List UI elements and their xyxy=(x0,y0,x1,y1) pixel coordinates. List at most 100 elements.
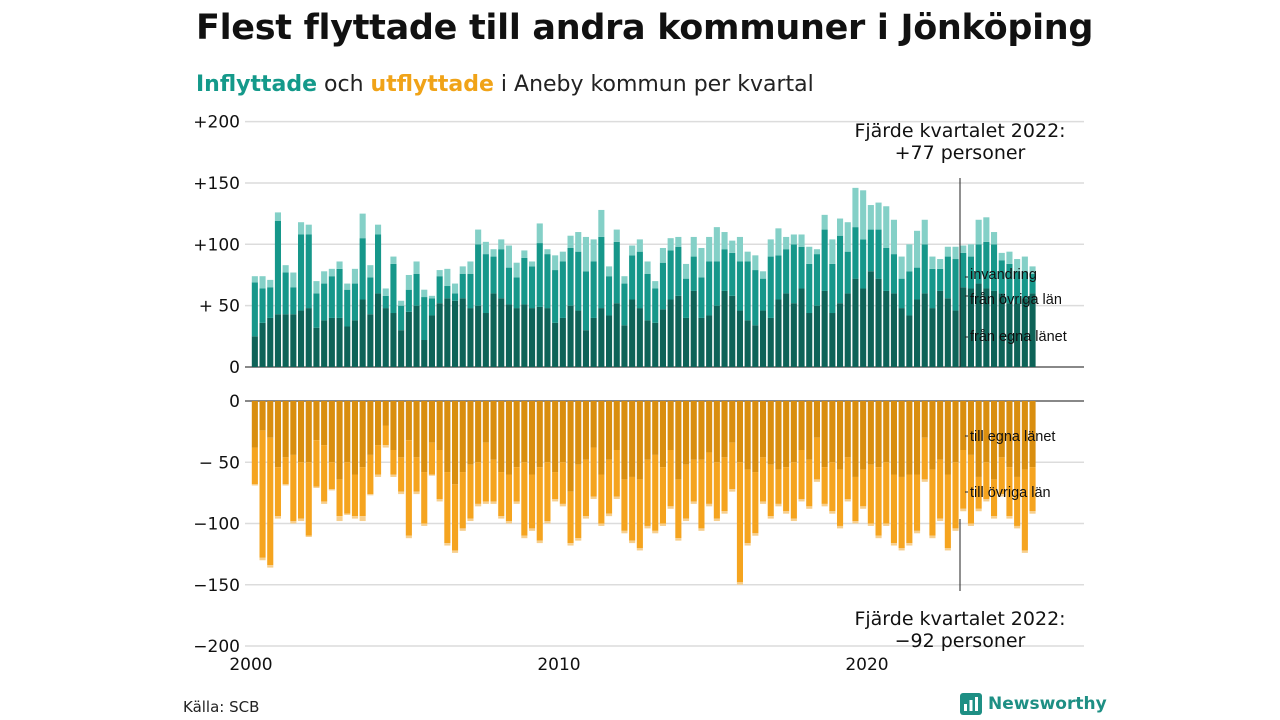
bar-outflow-1 xyxy=(413,457,420,492)
bar-inflow-1 xyxy=(875,229,882,279)
bar-inflow-0 xyxy=(598,308,605,367)
bar-inflow-1 xyxy=(921,244,928,294)
bar-inflow-0 xyxy=(629,299,636,367)
bar-inflow-0 xyxy=(659,309,666,367)
bar-outflow-2 xyxy=(444,543,451,546)
bar-inflow-1 xyxy=(259,288,266,323)
bar-inflow-2 xyxy=(760,271,767,279)
bar-outflow-1 xyxy=(844,457,851,499)
bar-inflow-2 xyxy=(613,229,620,242)
y-tick-label-bottom: 0 xyxy=(229,392,240,412)
bar-outflow-0 xyxy=(513,401,520,468)
bar-outflow-2 xyxy=(837,525,844,529)
bar-inflow-0 xyxy=(960,287,967,367)
legend-outflow-label: till övriga län xyxy=(970,485,1051,501)
bar-outflow-1 xyxy=(829,462,836,512)
annotation-bottom-line2: −92 personer xyxy=(895,630,1026,652)
bar-inflow-1 xyxy=(1006,263,1013,304)
bar-outflow-0 xyxy=(351,401,358,475)
bar-outflow-0 xyxy=(536,401,543,468)
bar-inflow-1 xyxy=(852,227,859,279)
bar-outflow-2 xyxy=(575,538,582,541)
bar-inflow-1 xyxy=(359,238,366,300)
bar-outflow-1 xyxy=(336,479,343,517)
bar-outflow-1 xyxy=(606,459,613,514)
bar-outflow-0 xyxy=(621,401,628,480)
bar-outflow-1 xyxy=(975,476,982,509)
bar-outflow-2 xyxy=(351,516,358,519)
bar-inflow-0 xyxy=(267,317,274,367)
bar-outflow-0 xyxy=(567,401,574,492)
bar-outflow-1 xyxy=(644,459,651,526)
bar-inflow-2 xyxy=(398,300,405,306)
bar-outflow-0 xyxy=(290,401,297,455)
bar-inflow-0 xyxy=(790,303,797,367)
bar-outflow-1 xyxy=(636,479,643,548)
bar-inflow-0 xyxy=(1006,303,1013,367)
bar-inflow-1 xyxy=(798,246,805,289)
bar-inflow-0 xyxy=(328,317,335,367)
bar-outflow-1 xyxy=(1029,467,1036,512)
bar-outflow-2 xyxy=(459,528,466,531)
bar-inflow-0 xyxy=(498,298,505,367)
bar-inflow-2 xyxy=(960,245,967,253)
bar-outflow-2 xyxy=(382,445,389,448)
bar-inflow-2 xyxy=(952,246,959,260)
bar-outflow-2 xyxy=(282,484,289,486)
bar-outflow-2 xyxy=(844,499,851,502)
bar-outflow-2 xyxy=(375,474,382,477)
bar-inflow-0 xyxy=(544,308,551,367)
bar-outflow-1 xyxy=(529,474,536,529)
bar-inflow-0 xyxy=(875,278,882,367)
bar-outflow-1 xyxy=(721,457,728,512)
bar-inflow-1 xyxy=(914,267,921,300)
bar-inflow-2 xyxy=(382,288,389,296)
bar-outflow-0 xyxy=(721,401,728,458)
bar-inflow-0 xyxy=(1014,303,1021,367)
bar-inflow-2 xyxy=(621,276,628,284)
bar-inflow-1 xyxy=(837,235,844,304)
bar-inflow-1 xyxy=(351,283,358,321)
bar-outflow-2 xyxy=(690,501,697,504)
bar-outflow-1 xyxy=(282,457,289,485)
bar-inflow-2 xyxy=(444,268,451,287)
bar-inflow-2 xyxy=(505,245,512,268)
bar-inflow-2 xyxy=(929,256,936,269)
bar-inflow-2 xyxy=(559,251,566,262)
bar-inflow-0 xyxy=(644,320,651,367)
bar-inflow-0 xyxy=(482,313,489,367)
bar-outflow-2 xyxy=(559,503,566,507)
bar-inflow-1 xyxy=(405,289,412,312)
bar-outflow-0 xyxy=(983,401,990,463)
bar-outflow-1 xyxy=(991,479,998,517)
bar-outflow-2 xyxy=(359,516,366,522)
bar-inflow-2 xyxy=(629,245,636,256)
bar-inflow-1 xyxy=(313,293,320,328)
bar-inflow-2 xyxy=(1014,259,1021,272)
bar-outflow-2 xyxy=(482,501,489,504)
bar-inflow-0 xyxy=(467,308,474,367)
bar-inflow-2 xyxy=(251,276,258,283)
bar-outflow-0 xyxy=(829,401,836,463)
bar-outflow-0 xyxy=(1014,401,1021,477)
y-tick-label-bottom: −100 xyxy=(193,515,240,535)
bar-inflow-1 xyxy=(251,282,258,337)
bar-inflow-2 xyxy=(259,276,266,289)
bar-inflow-0 xyxy=(783,293,790,367)
bar-outflow-2 xyxy=(906,543,913,546)
bar-inflow-0 xyxy=(991,290,998,367)
bar-inflow-0 xyxy=(413,305,420,367)
bar-inflow-0 xyxy=(552,322,559,367)
bar-inflow-2 xyxy=(983,217,990,242)
bar-inflow-1 xyxy=(867,229,874,272)
bar-outflow-2 xyxy=(1014,525,1021,529)
bar-outflow-1 xyxy=(790,462,797,519)
bar-inflow-2 xyxy=(529,261,536,267)
bar-inflow-0 xyxy=(721,290,728,367)
bar-inflow-1 xyxy=(336,268,343,318)
bar-outflow-2 xyxy=(336,516,343,522)
bar-outflow-1 xyxy=(475,462,482,504)
bar-inflow-0 xyxy=(744,320,751,367)
bar-outflow-1 xyxy=(321,445,328,502)
bar-inflow-0 xyxy=(944,298,951,367)
